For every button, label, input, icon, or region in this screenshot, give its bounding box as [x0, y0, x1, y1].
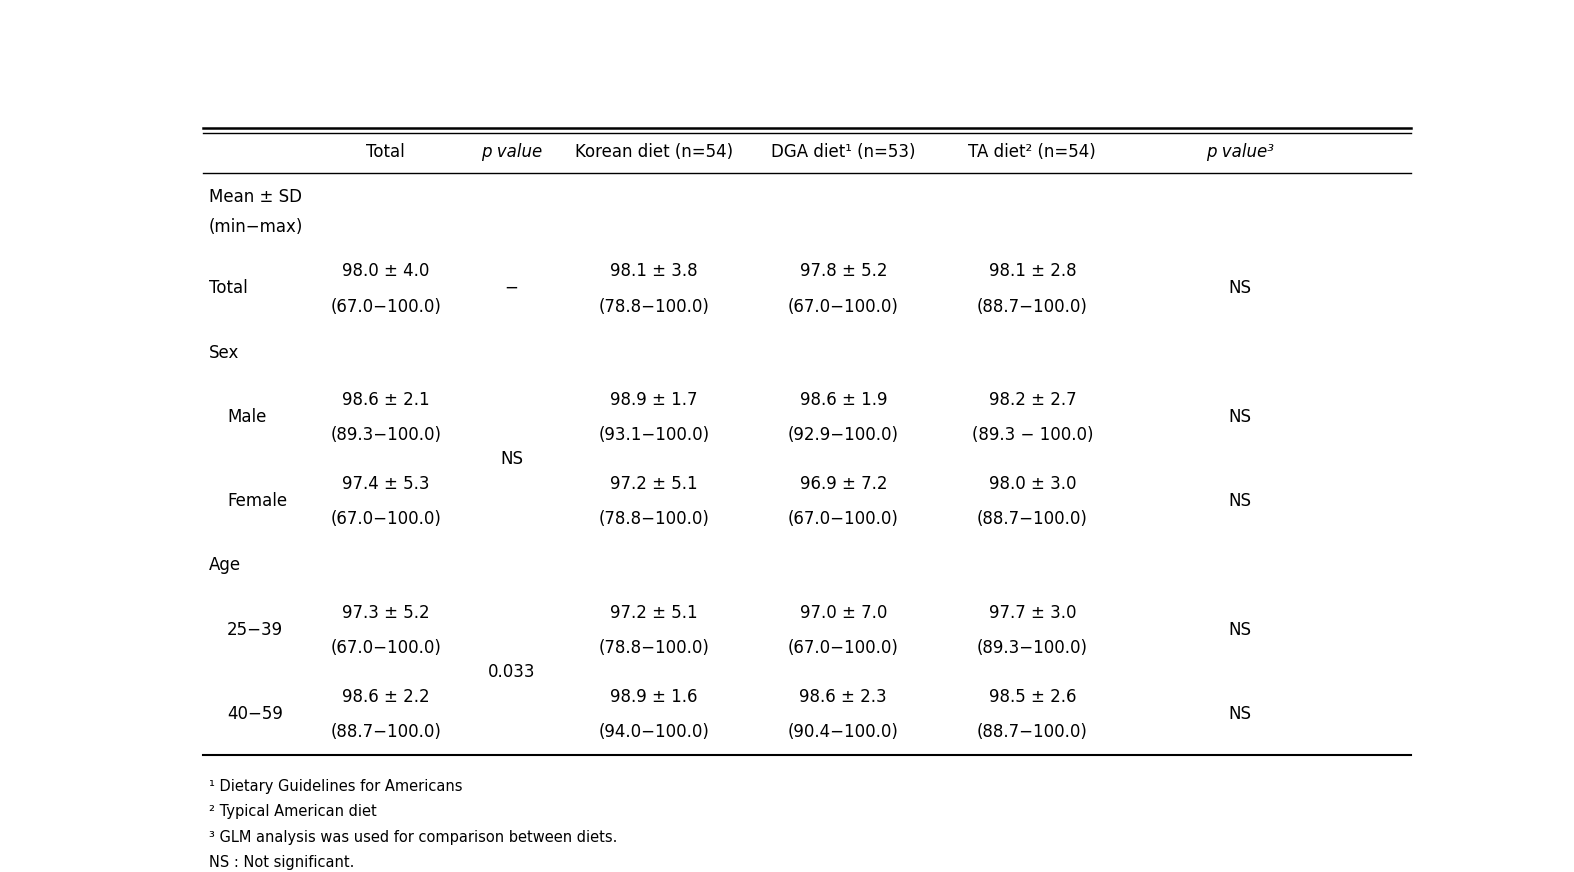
Text: (89.3 − 100.0): (89.3 − 100.0) — [971, 426, 1092, 445]
Text: ³ GLM analysis was used for comparison between diets.: ³ GLM analysis was used for comparison b… — [209, 830, 617, 845]
Text: 97.2 ± 5.1: 97.2 ± 5.1 — [611, 475, 697, 493]
Text: Mean ± SD: Mean ± SD — [209, 188, 302, 207]
Text: 0.033: 0.033 — [488, 663, 535, 681]
Text: (89.3−100.0): (89.3−100.0) — [331, 426, 441, 445]
Text: NS: NS — [1228, 492, 1251, 510]
Text: 97.4 ± 5.3: 97.4 ± 5.3 — [342, 475, 430, 493]
Text: Male: Male — [227, 408, 266, 426]
Text: 97.7 ± 3.0: 97.7 ± 3.0 — [988, 604, 1077, 622]
Text: 98.0 ± 3.0: 98.0 ± 3.0 — [988, 475, 1077, 493]
Text: NS: NS — [501, 450, 523, 468]
Text: NS : Not significant.: NS : Not significant. — [209, 855, 354, 870]
Text: ² Typical American diet: ² Typical American diet — [209, 804, 376, 820]
Text: (78.8−100.0): (78.8−100.0) — [598, 297, 710, 316]
Text: Female: Female — [227, 492, 288, 510]
Text: (88.7−100.0): (88.7−100.0) — [977, 723, 1088, 741]
Text: 98.6 ± 2.3: 98.6 ± 2.3 — [800, 688, 888, 705]
Text: (67.0−100.0): (67.0−100.0) — [789, 297, 899, 316]
Text: 40−59: 40−59 — [227, 705, 283, 723]
Text: 96.9 ± 7.2: 96.9 ± 7.2 — [800, 475, 888, 493]
Text: Total: Total — [209, 279, 247, 297]
Text: 98.9 ± 1.6: 98.9 ± 1.6 — [611, 688, 697, 705]
Text: 98.1 ± 3.8: 98.1 ± 3.8 — [611, 262, 697, 280]
Text: (88.7−100.0): (88.7−100.0) — [977, 510, 1088, 528]
Text: p value: p value — [480, 143, 541, 160]
Text: (89.3−100.0): (89.3−100.0) — [977, 639, 1088, 657]
Text: (93.1−100.0): (93.1−100.0) — [598, 426, 710, 445]
Text: −: − — [505, 279, 518, 297]
Text: (67.0−100.0): (67.0−100.0) — [331, 510, 441, 528]
Text: 97.0 ± 7.0: 97.0 ± 7.0 — [800, 604, 888, 622]
Text: (67.0−100.0): (67.0−100.0) — [331, 639, 441, 657]
Text: 98.9 ± 1.7: 98.9 ± 1.7 — [611, 392, 697, 409]
Text: (90.4−100.0): (90.4−100.0) — [789, 723, 899, 741]
Text: (78.8−100.0): (78.8−100.0) — [598, 510, 710, 528]
Text: p value³: p value³ — [1206, 143, 1273, 160]
Text: 98.5 ± 2.6: 98.5 ± 2.6 — [988, 688, 1077, 705]
Text: (min−max): (min−max) — [209, 218, 304, 236]
Text: 98.6 ± 2.2: 98.6 ± 2.2 — [342, 688, 430, 705]
Text: (88.7−100.0): (88.7−100.0) — [331, 723, 441, 741]
Text: Age: Age — [209, 556, 241, 575]
Text: 98.1 ± 2.8: 98.1 ± 2.8 — [988, 262, 1077, 280]
Text: 97.8 ± 5.2: 97.8 ± 5.2 — [800, 262, 888, 280]
Text: NS: NS — [1228, 279, 1251, 297]
Text: Korean diet (n=54): Korean diet (n=54) — [575, 143, 733, 160]
Text: TA diet² (n=54): TA diet² (n=54) — [968, 143, 1096, 160]
Text: (94.0−100.0): (94.0−100.0) — [598, 723, 710, 741]
Text: 98.0 ± 4.0: 98.0 ± 4.0 — [342, 262, 430, 280]
Text: ¹ Dietary Guidelines for Americans: ¹ Dietary Guidelines for Americans — [209, 779, 463, 794]
Text: Sex: Sex — [209, 344, 239, 362]
Text: NS: NS — [1228, 621, 1251, 638]
Text: Total: Total — [367, 143, 405, 160]
Text: NS: NS — [1228, 408, 1251, 426]
Text: 98.6 ± 1.9: 98.6 ± 1.9 — [800, 392, 888, 409]
Text: NS: NS — [1228, 705, 1251, 723]
Text: 97.3 ± 5.2: 97.3 ± 5.2 — [342, 604, 430, 622]
Text: 97.2 ± 5.1: 97.2 ± 5.1 — [611, 604, 697, 622]
Text: (88.7−100.0): (88.7−100.0) — [977, 297, 1088, 316]
Text: (78.8−100.0): (78.8−100.0) — [598, 639, 710, 657]
Text: 25−39: 25−39 — [227, 621, 283, 638]
Text: (67.0−100.0): (67.0−100.0) — [789, 639, 899, 657]
Text: 98.2 ± 2.7: 98.2 ± 2.7 — [988, 392, 1077, 409]
Text: (92.9−100.0): (92.9−100.0) — [787, 426, 899, 445]
Text: DGA diet¹ (n=53): DGA diet¹ (n=53) — [771, 143, 916, 160]
Text: (67.0−100.0): (67.0−100.0) — [331, 297, 441, 316]
Text: (67.0−100.0): (67.0−100.0) — [789, 510, 899, 528]
Text: 98.6 ± 2.1: 98.6 ± 2.1 — [342, 392, 430, 409]
